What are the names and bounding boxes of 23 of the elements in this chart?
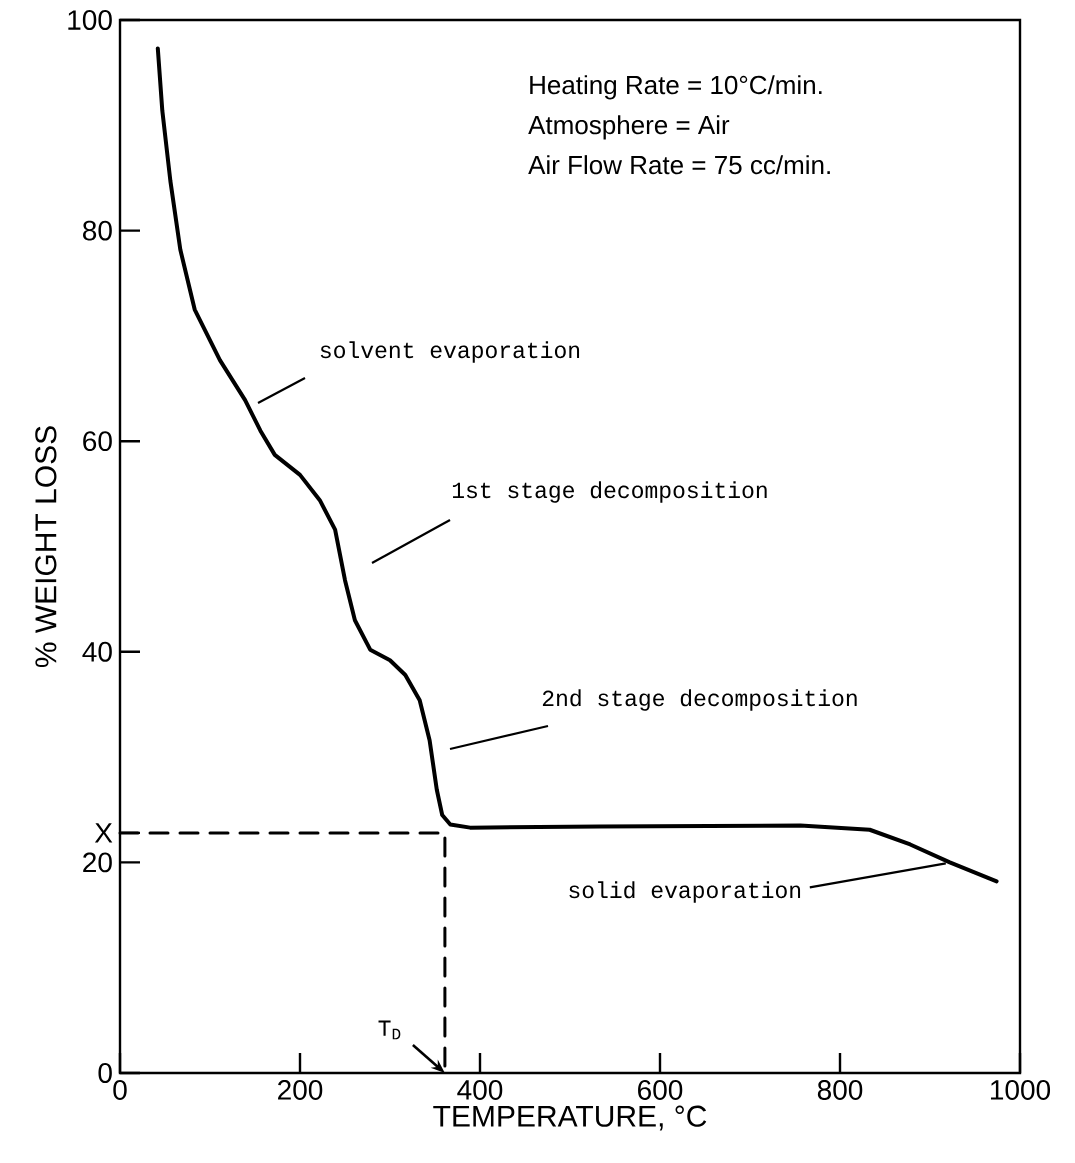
y-tick-label: 60 (83, 431, 112, 452)
x-tick-label: 0 (113, 1080, 127, 1100)
x-tick-label: 1000 (990, 1080, 1051, 1100)
y-tick-label: 80 (83, 220, 112, 241)
y-tick-label: X (94, 823, 113, 843)
annotation: 2nd stage decomposition (542, 689, 857, 711)
y-tick-label: 0 (98, 1063, 112, 1083)
annotation: Air Flow Rate = 75 cc/min. (528, 155, 830, 175)
x-tick-label: 600 (638, 1080, 683, 1100)
y-tick-label: 20 (83, 852, 112, 873)
x-tick-label: 400 (457, 1080, 503, 1100)
annotation: solid evaporation (569, 881, 801, 903)
annotation: Heating Rate = 10°C/min. (530, 75, 822, 100)
annotation: 1st stage decomposition (452, 481, 767, 503)
y-tick-label: 100 (68, 10, 112, 30)
y-tick-label: 40 (82, 641, 112, 662)
annotation: T$_{D}$ (378, 1020, 401, 1040)
annotation: Atmosphere = Air (528, 115, 730, 140)
x-tick-label: 200 (278, 1080, 323, 1100)
x-tick-label: 800 (817, 1080, 863, 1100)
annotation: solvent evaporation (320, 341, 580, 363)
x-axis-title: TEMPERATURE, °C (433, 1105, 707, 1131)
y-axis-title: % WEIGHT LOSS (35, 426, 57, 668)
